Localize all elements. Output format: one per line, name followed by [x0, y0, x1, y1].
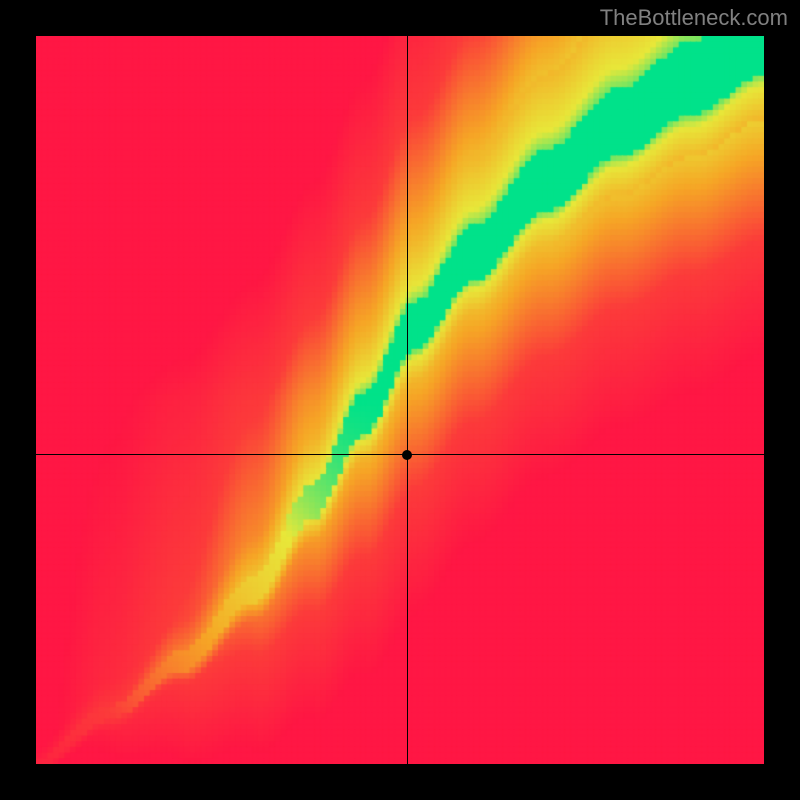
- crosshair-horizontal: [36, 454, 764, 455]
- crosshair-vertical: [407, 36, 408, 764]
- watermark-text: TheBottleneck.com: [600, 5, 788, 31]
- heatmap-plot: [36, 36, 764, 764]
- crosshair-point: [402, 450, 412, 460]
